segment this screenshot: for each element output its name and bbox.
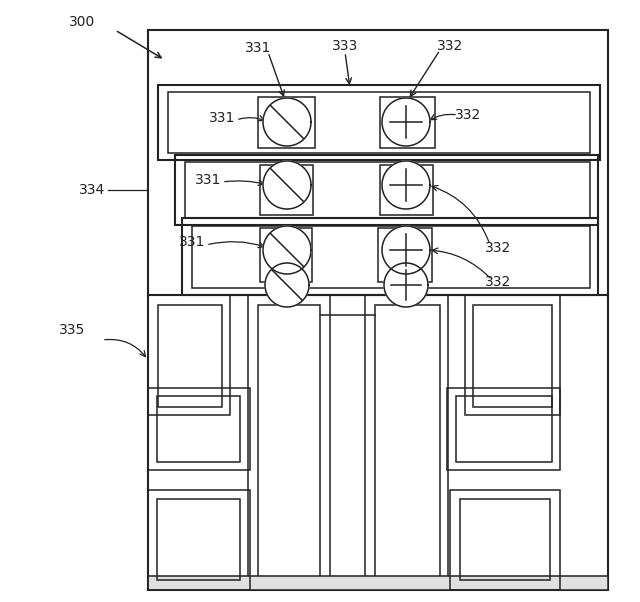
Text: 335: 335 <box>59 323 85 337</box>
Bar <box>258 305 320 583</box>
Text: 332: 332 <box>455 108 481 122</box>
Bar <box>365 295 448 590</box>
Text: 331: 331 <box>245 41 271 55</box>
Bar <box>158 305 222 407</box>
Bar <box>380 165 433 215</box>
Polygon shape <box>263 226 311 274</box>
Polygon shape <box>382 161 430 209</box>
Bar <box>465 295 560 415</box>
Bar <box>148 576 608 590</box>
Bar <box>157 396 240 462</box>
Polygon shape <box>263 161 311 209</box>
Text: 333: 333 <box>332 39 358 53</box>
Bar <box>456 396 552 462</box>
Polygon shape <box>382 98 430 146</box>
Bar <box>158 85 600 160</box>
Bar <box>248 295 330 590</box>
Bar <box>168 92 590 153</box>
Text: 332: 332 <box>437 39 463 53</box>
Text: 331: 331 <box>209 111 235 125</box>
Bar <box>148 295 230 415</box>
Bar <box>450 490 560 590</box>
Bar <box>148 388 250 470</box>
Bar <box>260 165 313 215</box>
Polygon shape <box>382 226 430 274</box>
Text: 331: 331 <box>195 173 221 187</box>
Bar <box>473 305 552 407</box>
Bar <box>182 218 598 295</box>
Bar <box>460 499 550 580</box>
Bar <box>185 162 590 218</box>
Bar <box>375 305 440 583</box>
Polygon shape <box>384 263 428 307</box>
Bar <box>378 228 432 282</box>
Bar <box>380 97 435 148</box>
Polygon shape <box>265 263 309 307</box>
Bar <box>148 30 608 590</box>
Bar <box>192 226 590 288</box>
Text: 334: 334 <box>79 183 105 197</box>
Text: 331: 331 <box>179 235 205 249</box>
Text: 332: 332 <box>485 275 511 289</box>
Bar <box>157 499 240 580</box>
Bar <box>260 228 312 282</box>
Bar <box>447 388 560 470</box>
Text: 332: 332 <box>485 241 511 255</box>
Bar <box>175 155 598 225</box>
Polygon shape <box>263 98 311 146</box>
Bar <box>258 97 315 148</box>
Text: 300: 300 <box>69 15 95 29</box>
Bar <box>148 490 250 590</box>
